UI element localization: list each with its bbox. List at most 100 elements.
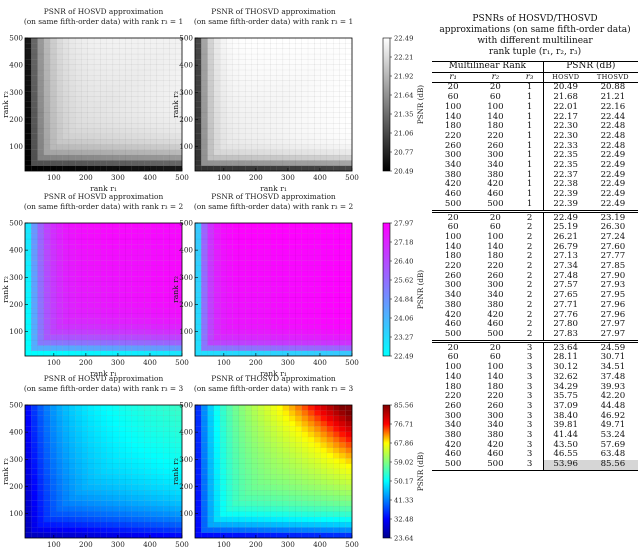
heatmap-cell — [37, 281, 45, 288]
heatmap-cell — [307, 154, 315, 161]
heatmap-cell — [245, 149, 252, 156]
heatmap-cell — [93, 91, 101, 97]
heatmap-cell — [49, 474, 57, 480]
heatmap-cell — [93, 138, 101, 145]
cell-r3: 1 — [526, 160, 533, 171]
heatmap-cell — [345, 500, 353, 507]
heatmap-cell — [307, 117, 315, 124]
heatmap-cell — [119, 479, 126, 486]
heatmap-cell — [150, 474, 158, 480]
heatmap-cell — [213, 350, 221, 357]
heatmap-cell — [119, 339, 126, 346]
heatmap-cell — [56, 244, 63, 250]
heatmap-cell — [87, 323, 95, 330]
heatmap-cell — [87, 404, 95, 411]
cell-r2: 20 — [474, 209, 517, 224]
heatmap-cell — [125, 527, 132, 533]
heatmap-cell — [75, 265, 82, 272]
heatmap-cell — [257, 410, 265, 416]
heatmap-cell — [232, 165, 240, 172]
colorbar-tick-label: 50.17 — [394, 478, 413, 486]
heatmap-cell — [226, 516, 233, 523]
heatmap-cell — [144, 238, 151, 245]
heatmap-cell — [333, 334, 340, 341]
heatmap-cell — [257, 233, 265, 240]
heatmap-cell — [263, 474, 271, 480]
heatmap-cell — [219, 415, 227, 422]
heatmap-cell — [333, 149, 340, 156]
heatmap-cell — [345, 64, 353, 71]
heatmap-cell — [150, 85, 158, 92]
cell-r1: 420 — [444, 439, 462, 450]
x-tick-label: 300 — [281, 540, 295, 549]
heatmap-cell — [31, 345, 38, 351]
heatmap-cell — [257, 48, 265, 55]
heatmap-cell — [31, 281, 38, 288]
heatmap-cell — [56, 521, 63, 528]
y-tick-label: 300 — [9, 455, 23, 464]
heatmap-cell — [106, 59, 114, 65]
heatmap-cell — [100, 484, 107, 491]
heatmap-cell — [301, 133, 309, 140]
heatmap-cell — [56, 222, 63, 229]
cell-r1: 260 — [444, 400, 462, 411]
heatmap-cell — [163, 59, 170, 65]
cell-r3: 2 — [516, 209, 544, 224]
heatmap-cell — [43, 442, 51, 448]
heatmap-cell — [314, 254, 321, 261]
heatmap-cell — [282, 233, 290, 240]
heatmap-cell — [314, 468, 321, 475]
heatmap-cell — [43, 516, 51, 523]
heatmap-cell — [263, 128, 271, 134]
heatmap-cell — [295, 276, 302, 282]
heatmap-cell — [150, 292, 158, 298]
heatmap-cell — [43, 138, 51, 145]
heatmap-cell — [326, 415, 334, 422]
heatmap-cell — [125, 302, 132, 309]
heatmap-cell — [345, 410, 353, 416]
heatmap-cell — [333, 238, 340, 245]
heatmap-cell — [245, 489, 252, 496]
heatmap-cell — [56, 442, 63, 448]
heatmap-cell — [270, 489, 277, 496]
heatmap-cell — [339, 286, 346, 293]
heatmap-cell — [112, 138, 120, 145]
heatmap-cell — [112, 281, 120, 288]
heatmap-cell — [24, 532, 32, 539]
heatmap-cell — [320, 48, 328, 55]
heatmap-cell — [163, 511, 170, 517]
heatmap-cell — [226, 91, 233, 97]
heatmap-cell — [125, 144, 132, 150]
heatmap-cell — [87, 138, 95, 145]
heatmap-cell — [245, 297, 252, 304]
heatmap-cell — [307, 85, 315, 92]
heatmap-cell — [207, 532, 215, 539]
heatmap-cell — [169, 318, 176, 325]
heatmap-cell — [276, 463, 284, 470]
heatmap-cell — [232, 249, 240, 256]
heatmap-cell — [276, 138, 284, 145]
heatmap-cell — [257, 254, 265, 261]
heatmap-cell — [68, 329, 76, 335]
heatmap-cell — [314, 43, 321, 49]
heatmap-cell — [112, 479, 120, 486]
heatmap-cell — [156, 69, 164, 76]
heatmap-cell — [24, 410, 32, 416]
heatmap-cell — [232, 297, 240, 304]
heatmap-cell — [62, 329, 70, 335]
heatmap-cell — [156, 442, 164, 448]
heatmap-cell — [295, 138, 302, 145]
heatmap-cell — [194, 297, 202, 304]
heatmap-cell — [276, 254, 284, 261]
heatmap-cell — [320, 154, 328, 161]
heatmap-cell — [282, 69, 290, 76]
heatmap-cell — [75, 442, 82, 448]
heatmap-cell — [163, 149, 170, 156]
heatmap-cell — [37, 495, 45, 501]
heatmap-cell — [339, 75, 346, 81]
heatmap-cell — [263, 297, 271, 304]
heatmap-cell — [119, 48, 126, 55]
heatmap-cell — [81, 53, 88, 60]
cell-r1: 460 — [444, 189, 462, 200]
heatmap-cell — [295, 339, 302, 346]
